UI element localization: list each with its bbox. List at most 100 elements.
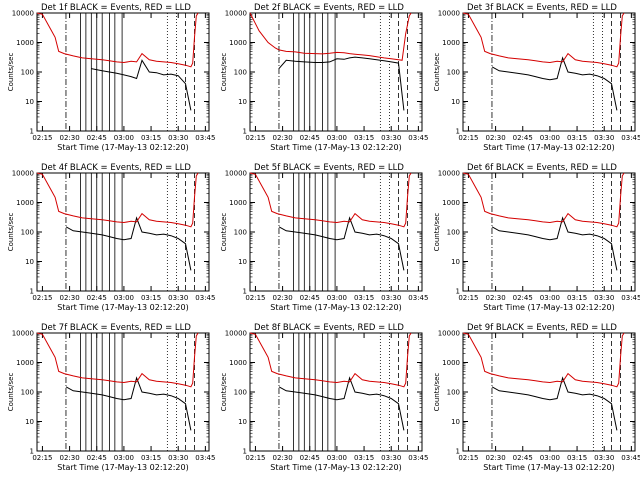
plot-frame: [36, 172, 210, 292]
x-tick-label: 03:00: [114, 294, 134, 302]
x-tick-label: 02:30: [59, 134, 79, 142]
x-tick-label: 02:45: [87, 454, 107, 462]
x-tick-label: 02:15: [458, 134, 478, 142]
x-tick-label: 03:45: [195, 294, 215, 302]
y-tick-label: 1000: [16, 39, 34, 47]
y-tick-label: 10: [451, 258, 460, 266]
x-tick-label: 03:45: [621, 454, 640, 462]
x-axis-label: Start Time (17-May-13 02:12:20): [483, 303, 614, 312]
x-tick-label: 02:15: [32, 454, 52, 462]
y-tick-label: 10000: [12, 10, 34, 18]
y-tick-label: 100: [21, 69, 34, 77]
y-axis-label: Counts/sec: [433, 373, 441, 412]
y-tick-label: 100: [447, 69, 460, 77]
y-tick-label: 100: [234, 389, 247, 397]
x-tick-label: 03:00: [327, 134, 347, 142]
series-line-events: [91, 59, 192, 111]
y-tick-label: 1: [456, 288, 460, 296]
x-tick-label: 02:15: [32, 294, 52, 302]
y-tick-label: 1: [243, 288, 247, 296]
y-tick-label: 1000: [229, 359, 247, 367]
x-axis-label: Start Time (17-May-13 02:12:20): [57, 303, 188, 312]
x-axis-label: Start Time (17-May-13 02:12:20): [483, 463, 614, 472]
chart-panel-6: Det 6f BLACK = Events, RED = LLD 1 10 100 10…: [433, 163, 640, 312]
x-tick-label: 03:45: [408, 294, 428, 302]
chart-panel-9: Det 9f BLACK = Events, RED = LLD 1 10 100 10…: [433, 323, 640, 472]
y-tick-label: 1: [30, 288, 34, 296]
x-tick-label: 02:30: [272, 294, 292, 302]
series-line-events: [491, 376, 618, 431]
x-tick-label: 03:15: [567, 454, 587, 462]
x-tick-label: 03:00: [327, 454, 347, 462]
x-tick-label: 02:30: [485, 454, 505, 462]
x-tick-label: 02:45: [300, 294, 320, 302]
series-line-lld: [462, 172, 625, 228]
y-tick-label: 10000: [438, 170, 460, 178]
x-tick-label: 02:15: [245, 454, 265, 462]
x-axis-label: Start Time (17-May-13 02:12:20): [270, 143, 401, 152]
y-tick-label: 1: [30, 128, 34, 136]
chart-title: Det 5f BLACK = Events, RED = LLD: [254, 163, 404, 173]
plot-frame: [249, 332, 423, 452]
y-axis-label: Counts/sec: [220, 213, 228, 252]
x-tick-label: 03:15: [567, 134, 587, 142]
y-tick-label: 1: [243, 128, 247, 136]
x-tick-label: 02:45: [87, 134, 107, 142]
x-tick-label: 03:15: [141, 294, 161, 302]
x-tick-label: 02:15: [32, 134, 52, 142]
x-tick-label: 03:00: [540, 134, 560, 142]
y-tick-label: 100: [21, 389, 34, 397]
x-tick-label: 03:00: [540, 294, 560, 302]
series-line-events: [491, 216, 618, 271]
chart-panel-1: Det 1f BLACK = Events, RED = LLD 1 10 100 10…: [7, 3, 215, 152]
y-tick-label: 10000: [225, 330, 247, 338]
x-tick-label: 02:30: [59, 294, 79, 302]
x-tick-label: 02:45: [300, 134, 320, 142]
y-tick-label: 100: [234, 69, 247, 77]
x-tick-label: 02:30: [485, 294, 505, 302]
y-axis-label: Counts/sec: [220, 373, 228, 412]
series-line-lld: [462, 332, 625, 388]
x-tick-label: 03:15: [567, 294, 587, 302]
y-axis-label: Counts/sec: [433, 53, 441, 92]
y-axis-label: Counts/sec: [7, 213, 15, 252]
y-tick-label: 10: [451, 98, 460, 106]
x-tick-label: 02:15: [458, 294, 478, 302]
series-line-events: [65, 216, 192, 271]
x-tick-label: 02:30: [485, 134, 505, 142]
y-tick-label: 1: [30, 448, 34, 456]
series-line-events: [278, 56, 405, 111]
chart-panel-2: Det 2f BLACK = Events, RED = LLD 1 10 100 10…: [220, 3, 428, 152]
x-axis-label: Start Time (17-May-13 02:12:20): [57, 463, 188, 472]
x-tick-label: 03:30: [381, 134, 401, 142]
y-axis-label: Counts/sec: [7, 53, 15, 92]
x-tick-label: 03:45: [621, 294, 640, 302]
y-tick-label: 10000: [438, 10, 460, 18]
chart-title: Det 9f BLACK = Events, RED = LLD: [467, 323, 617, 333]
y-tick-label: 10: [25, 258, 34, 266]
y-tick-label: 100: [234, 229, 247, 237]
plot-frame: [462, 12, 636, 132]
series-line-events: [491, 56, 618, 111]
x-tick-label: 03:15: [141, 134, 161, 142]
y-tick-label: 1000: [16, 199, 34, 207]
y-tick-label: 10000: [438, 330, 460, 338]
x-tick-label: 02:45: [300, 454, 320, 462]
plot-frame: [36, 332, 210, 452]
y-tick-label: 100: [21, 229, 34, 237]
y-axis-label: Counts/sec: [433, 213, 441, 252]
y-tick-label: 10: [238, 258, 247, 266]
plot-frame: [462, 332, 636, 452]
chart-panel-8: Det 8f BLACK = Events, RED = LLD 1 10 100 10…: [220, 323, 428, 472]
x-tick-label: 03:15: [141, 454, 161, 462]
y-tick-label: 10: [238, 98, 247, 106]
x-tick-label: 03:00: [327, 294, 347, 302]
x-tick-label: 03:30: [381, 454, 401, 462]
chart-title: Det 1f BLACK = Events, RED = LLD: [41, 3, 191, 13]
y-tick-label: 1000: [229, 199, 247, 207]
y-tick-label: 100: [447, 389, 460, 397]
x-tick-label: 03:45: [408, 454, 428, 462]
chart-panel-7: Det 7f BLACK = Events, RED = LLD 1 10 100 10…: [7, 323, 215, 472]
x-tick-label: 03:30: [168, 134, 188, 142]
y-tick-label: 1: [243, 448, 247, 456]
